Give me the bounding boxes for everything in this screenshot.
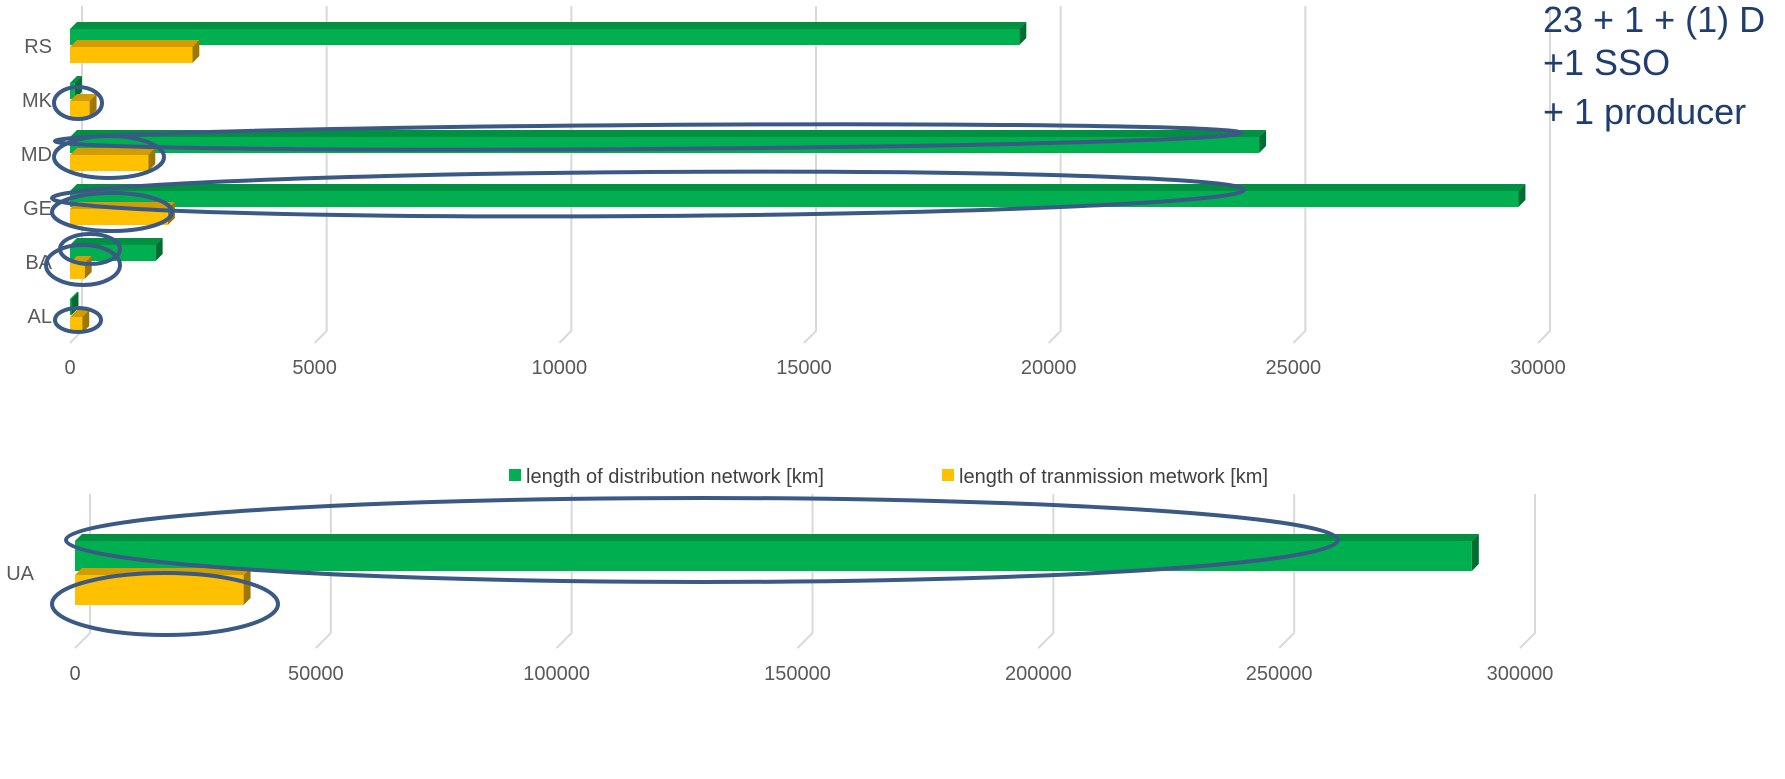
chart1-gridline — [1047, 6, 1062, 344]
chart2-bars — [75, 534, 1479, 605]
chart2-bar-ua-distribution-top — [75, 534, 1479, 541]
chart1-bar-ba-transmission-front — [70, 263, 85, 279]
chart-legend: length of distribution network [km] leng… — [509, 466, 1268, 488]
chart1-bar-md-distribution-top — [70, 130, 1267, 137]
chart1-bar-ge-distribution — [70, 184, 1526, 207]
chart1-category-label-ge: GE — [23, 198, 52, 220]
chart1-bar-al-transmission-side — [82, 310, 90, 333]
chart1-bar-md-transmission-top — [70, 148, 156, 155]
highlight-ellipse-ua-distribution — [64, 496, 1340, 584]
chart1-bar-mk-transmission — [70, 94, 97, 117]
chart1-x-tick-label: 0 — [64, 357, 75, 379]
chart2-x-tick-label: 0 — [69, 663, 80, 685]
chart1-bar-mk-transmission-top — [70, 94, 97, 101]
chart1-bar-rs-transmission-side — [192, 40, 200, 63]
chart-western-balkans: 0 5000 10000 15000 20000 25000 30000 ALBAGEMDM… — [21, 6, 1566, 488]
chart2-bar-ua-distribution — [75, 534, 1479, 571]
annotation-line-3: + 1 producer — [1543, 91, 1747, 132]
chart1-gridline — [313, 6, 328, 344]
chart1-bar-mk-distribution-top — [70, 76, 82, 83]
chart1-bar-ba-distribution-side — [155, 238, 163, 261]
legend-label-distribution: length of distribution network [km] — [526, 466, 824, 488]
chart1-category-label-al: AL — [28, 306, 52, 328]
chart1-x-tick-label: 30000 — [1510, 357, 1566, 379]
chart1-x-tick-label: 15000 — [776, 357, 832, 379]
highlight-ellipse-ge-distribution — [50, 169, 1246, 219]
chart1-bar-al-distribution-top — [70, 292, 79, 299]
highlight-ellipse-md-distribution — [53, 122, 1243, 152]
highlight-ellipse-ba-transmission — [44, 243, 122, 287]
chart1-category-label-rs: RS — [24, 36, 52, 58]
chart2-highlight-ellipses — [50, 496, 1340, 637]
chart1-highlight-ellipses — [44, 85, 1246, 334]
chart1-bar-ge-distribution-front — [70, 191, 1519, 207]
chart2-x-tick-label: 300000 — [1487, 663, 1554, 685]
legend-swatch-transmission — [942, 469, 954, 481]
chart1-bar-al-transmission — [70, 310, 90, 333]
chart1-bar-md-distribution-side — [1259, 130, 1267, 153]
chart1-gridline — [803, 6, 817, 344]
chart1-bar-ge-transmission-front — [70, 209, 168, 225]
chart2-bar-ua-distribution-side — [1471, 534, 1479, 571]
chart2-x-tick-label: 200000 — [1005, 663, 1072, 685]
annotation-line-2: +1 SSO — [1543, 42, 1671, 83]
highlight-ellipse-ua-transmission — [50, 571, 280, 637]
chart2-category-labels: UA — [6, 563, 34, 585]
chart1-x-tick-label: 10000 — [532, 357, 588, 379]
chart2-x-tick-label: 250000 — [1246, 663, 1313, 685]
chart1-bar-md-transmission-side — [148, 148, 156, 171]
chart1-bar-mk-distribution-front — [70, 83, 75, 99]
chart1-bar-rs-distribution-front — [70, 29, 1020, 45]
chart1-bar-al-transmission-top — [70, 310, 90, 317]
chart2-x-tick-label: 100000 — [523, 663, 590, 685]
chart1-bar-mk-transmission-front — [70, 101, 90, 117]
chart1-x-tick-label: 25000 — [1266, 357, 1322, 379]
chart2-bar-ua-transmission-side — [243, 568, 251, 605]
chart1-gridlines — [69, 6, 1551, 344]
chart2-x-tick-label: 50000 — [288, 663, 344, 685]
chart1-x-tick-labels: 0 5000 10000 15000 20000 25000 30000 — [64, 357, 1565, 379]
chart-ukraine: 0 50000 100000 150000 200000 250000 300000 UA — [6, 494, 1553, 685]
legend-swatch-distribution — [509, 469, 521, 481]
chart2-x-tick-labels: 0 50000 100000 150000 200000 250000 300000 — [69, 663, 1553, 685]
highlight-ellipse-mk — [52, 85, 104, 121]
chart1-bar-rs-transmission-front — [70, 47, 193, 63]
chart1-category-label-md: MD — [21, 144, 52, 166]
chart1-gridline — [1537, 6, 1551, 344]
chart2-category-label-ua: UA — [6, 563, 34, 585]
chart2-gridline — [1519, 494, 1536, 649]
chart1-bar-ge-distribution-top — [70, 184, 1526, 191]
legend-label-transmission: length of tranmission metwork [km] — [959, 466, 1268, 488]
chart1-category-label-mk: MK — [22, 90, 53, 112]
chart1-gridline — [1292, 6, 1307, 344]
chart1-x-tick-label: 5000 — [292, 357, 337, 379]
chart1-bar-rs-distribution-top — [70, 22, 1027, 29]
chart1-bar-ba-transmission-side — [84, 256, 92, 279]
annotation-line-1: 23 + 1 + (1) D — [1543, 0, 1766, 40]
chart1-gridline — [558, 6, 573, 344]
chart1-bar-ge-distribution-side — [1518, 184, 1526, 207]
chart2-bar-ua-distribution-front — [75, 541, 1472, 571]
chart1-bar-mk-transmission-side — [89, 94, 97, 117]
chart1-bar-rs-transmission — [70, 40, 200, 63]
chart1-bar-rs-transmission-top — [70, 40, 200, 47]
chart2-x-tick-label: 150000 — [764, 663, 831, 685]
chart1-bar-ge-transmission — [70, 202, 175, 225]
highlight-ellipse-al — [53, 306, 103, 334]
chart1-x-tick-label: 20000 — [1021, 357, 1077, 379]
chart1-bar-rs-distribution — [70, 22, 1027, 45]
chart1-bar-al-transmission-front — [70, 317, 83, 333]
chart1-bar-md-transmission — [70, 148, 156, 171]
chart1-bar-rs-distribution-side — [1019, 22, 1027, 45]
chart1-bar-md-transmission-front — [70, 155, 149, 171]
